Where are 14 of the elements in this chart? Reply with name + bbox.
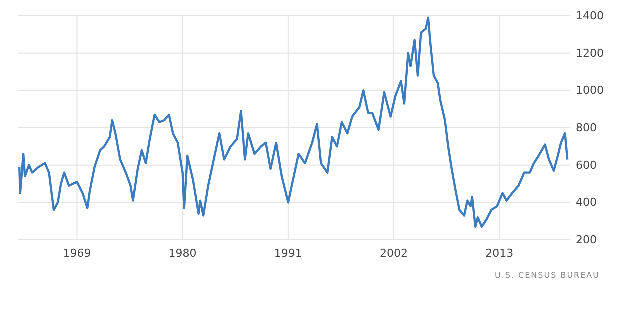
y-tick-label: 600 bbox=[576, 158, 597, 172]
y-tick-label: 1000 bbox=[576, 84, 604, 98]
line-series bbox=[18, 16, 569, 228]
x-tick-label: 1969 bbox=[63, 246, 92, 260]
y-tick-label: 1200 bbox=[576, 46, 604, 60]
x-tick-label: 1980 bbox=[168, 246, 197, 260]
x-tick-label: 2013 bbox=[486, 246, 514, 260]
y-tick-label: 1400 bbox=[576, 10, 604, 23]
y-tick-label: 800 bbox=[576, 122, 597, 135]
x-tick-label: 2002 bbox=[380, 246, 408, 260]
x-tick-label: 1991 bbox=[274, 246, 302, 260]
y-tick-label: 400 bbox=[576, 196, 597, 210]
y-tick-label: 200 bbox=[576, 234, 597, 247]
text: U.S. CENSUS BUREAU bbox=[494, 271, 600, 280]
